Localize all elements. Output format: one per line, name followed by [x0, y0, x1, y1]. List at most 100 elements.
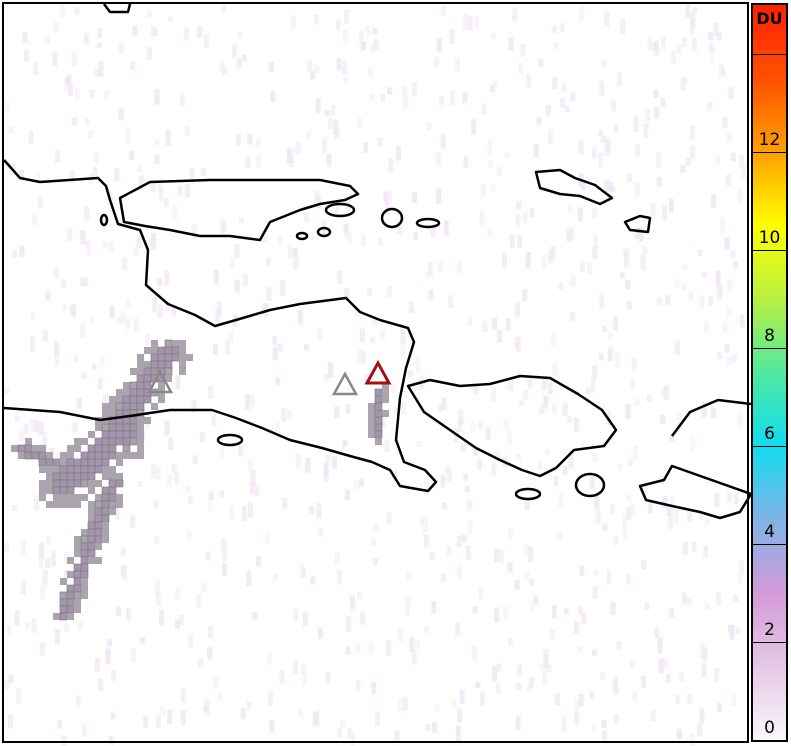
noise-pixel: [168, 437, 174, 450]
noise-pixel: [67, 83, 73, 97]
noise-pixel: [8, 126, 14, 134]
plume-cell: [87, 542, 96, 551]
noise-pixel: [440, 573, 446, 583]
noise-pixel: [419, 518, 425, 527]
noise-pixel: [515, 453, 521, 460]
plume-cell: [66, 472, 75, 481]
noise-pixel: [424, 625, 430, 634]
noise-pixel: [98, 678, 104, 692]
noise-pixel: [118, 108, 124, 121]
noise-pixel: [564, 106, 570, 113]
noise-pixel: [647, 36, 653, 51]
noise-pixel: [29, 418, 35, 431]
noise-pixel: [369, 93, 375, 101]
noise-pixel: [642, 483, 648, 500]
noise-pixel: [691, 38, 697, 52]
noise-pixel: [395, 146, 401, 161]
noise-pixel: [355, 680, 361, 692]
plume-cell: [101, 500, 110, 509]
noise-pixel: [110, 670, 116, 681]
noise-pixel: [496, 329, 502, 343]
noise-pixel: [360, 611, 366, 625]
noise-pixel: [229, 505, 235, 520]
noise-pixel: [322, 137, 328, 153]
noise-pixel: [659, 414, 665, 423]
noise-pixel: [301, 662, 307, 674]
noise-pixel: [660, 478, 666, 486]
noise-pixel: [739, 559, 745, 573]
plume-cell: [94, 458, 103, 467]
noise-pixel: [433, 57, 439, 68]
noise-pixel: [42, 569, 48, 583]
noise-pixel: [109, 305, 115, 319]
noise-pixel: [342, 60, 348, 75]
noise-pixel: [691, 541, 697, 553]
noise-pixel: [405, 596, 411, 606]
noise-pixel: [228, 331, 234, 345]
noise-pixel: [165, 129, 171, 146]
plume-cell: [80, 451, 89, 460]
noise-pixel: [456, 708, 462, 724]
noise-pixel: [467, 15, 473, 30]
plume-cell: [137, 452, 144, 459]
plume-cell: [88, 487, 95, 494]
plume-cell: [137, 361, 144, 368]
noise-pixel: [164, 300, 170, 312]
noise-pixel: [81, 372, 87, 379]
noise-pixel: [423, 534, 429, 548]
noise-pixel: [710, 406, 716, 419]
noise-pixel: [150, 463, 156, 479]
noise-pixel: [219, 490, 225, 498]
noise-pixel: [613, 714, 619, 724]
noise-pixel: [354, 308, 360, 317]
noise-pixel: [638, 227, 644, 242]
noise-pixel: [552, 25, 558, 33]
noise-pixel: [625, 573, 631, 584]
noise-pixel: [72, 422, 78, 432]
noise-pixel: [707, 101, 713, 111]
noise-pixel: [641, 560, 647, 570]
noise-pixel: [34, 494, 40, 511]
noise-pixel: [221, 563, 227, 577]
noise-pixel: [440, 134, 446, 149]
noise-pixel: [553, 42, 559, 49]
noise-pixel: [494, 607, 500, 623]
plume-cell: [67, 557, 74, 564]
noise-pixel: [240, 708, 246, 720]
noise-pixel: [369, 336, 375, 343]
noise-pixel: [53, 267, 59, 279]
noise-pixel: [733, 594, 739, 602]
noise-pixel: [653, 40, 659, 56]
plume-cell: [53, 466, 60, 473]
noise-pixel: [615, 353, 621, 368]
plume-cell: [137, 368, 144, 375]
plume-cell: [67, 494, 74, 501]
noise-pixel: [4, 387, 10, 395]
noise-pixel: [713, 22, 719, 37]
noise-pixel: [592, 452, 598, 463]
noise-pixel: [20, 580, 26, 595]
plume-cell: [109, 466, 116, 473]
noise-pixel: [462, 92, 468, 104]
noise-pixel: [186, 531, 192, 540]
noise-pixel: [71, 304, 77, 317]
noise-pixel: [80, 230, 86, 245]
noise-pixel: [130, 514, 136, 529]
noise-pixel: [476, 458, 482, 471]
noise-pixel: [480, 184, 486, 197]
plume-cell: [116, 473, 123, 480]
plume-cell: [18, 452, 25, 459]
plume-cell: [94, 444, 103, 453]
plume-cell: [73, 584, 82, 593]
plume-cell: [94, 535, 103, 544]
noise-pixel: [174, 618, 180, 629]
noise-pixel: [470, 421, 476, 432]
plume-cell: [179, 361, 186, 368]
noise-pixel: [358, 478, 364, 488]
noise-pixel: [32, 214, 38, 225]
noise-pixel: [74, 6, 80, 16]
noise-pixel: [610, 100, 616, 112]
noise-pixel: [492, 79, 498, 87]
noise-pixel: [42, 431, 48, 441]
plume-cell: [67, 571, 74, 578]
